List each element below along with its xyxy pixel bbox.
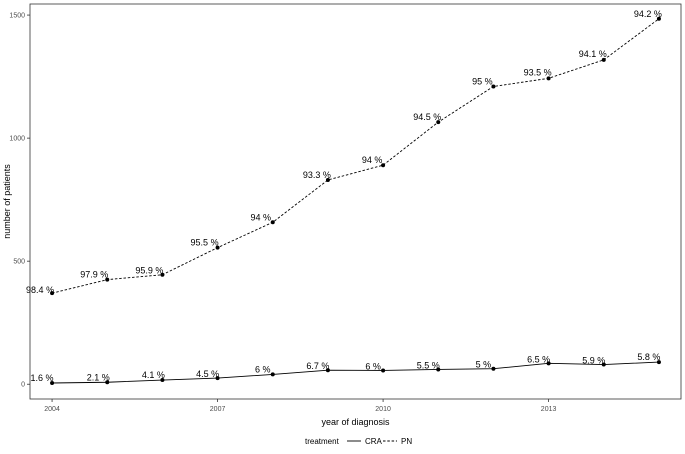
data-point-pn xyxy=(325,177,330,182)
data-point-cra xyxy=(160,378,165,383)
data-point-cra xyxy=(601,362,606,367)
data-point-pn xyxy=(50,291,55,296)
data-point-cra xyxy=(656,360,661,365)
data-point-pn xyxy=(601,57,606,62)
data-point-cra xyxy=(381,368,386,373)
y-tick-label: 1500 xyxy=(9,13,25,20)
data-label-pn: 97.9 % xyxy=(80,270,108,280)
data-point-cra xyxy=(546,361,551,366)
legend-title: treatment xyxy=(305,437,340,446)
data-point-pn xyxy=(270,220,275,225)
x-tick-label: 2010 xyxy=(375,406,391,413)
data-point-cra xyxy=(50,381,55,386)
data-label-pn: 93.5 % xyxy=(524,67,552,77)
data-label-pn: 98.4 % xyxy=(26,285,54,295)
y-tick-label: 0 xyxy=(21,382,25,389)
series-line-pn xyxy=(51,18,660,294)
data-label-pn: 94.5 % xyxy=(413,112,441,122)
data-label-pn: 93.3 % xyxy=(303,170,331,180)
data-label-cra: 5 % xyxy=(476,360,492,370)
y-tick-label: 500 xyxy=(13,259,25,266)
data-label-cra: 6.7 % xyxy=(306,361,329,371)
data-label-cra: 6 % xyxy=(255,364,271,374)
data-label-cra: 5.8 % xyxy=(637,352,660,362)
x-tick-label: 2004 xyxy=(44,406,60,413)
x-tick-label: 2013 xyxy=(541,406,557,413)
y-tick-label: 1000 xyxy=(9,136,25,143)
data-point-pn xyxy=(160,272,165,277)
data-label-cra: 1.6 % xyxy=(31,373,54,383)
legend-label-cra: CRA xyxy=(365,437,383,446)
data-point-pn xyxy=(381,163,386,168)
data-point-pn xyxy=(656,16,661,21)
data-point-pn xyxy=(105,277,110,282)
series-line-cra xyxy=(52,361,659,384)
data-label-pn: 94.1 % xyxy=(579,49,607,59)
data-label-cra: 6 % xyxy=(365,361,381,371)
data-label-pn: 95.5 % xyxy=(191,238,219,248)
data-label-cra: 6.5 % xyxy=(527,354,550,364)
data-label-pn: 94 % xyxy=(250,212,271,222)
data-label-cra: 2.1 % xyxy=(87,372,110,382)
data-point-cra xyxy=(325,368,330,373)
axes-layer: 2004 2007 2010 2013 0 500 1000 1500 year of diag… xyxy=(2,3,682,427)
point-labels-layer: 1.6 % 2.1 % 4.1 % 4.5 % 6 % 6.7 % 6 % 5.5 % 5 % 6… xyxy=(26,9,662,383)
data-point-cra xyxy=(215,376,220,381)
data-label-cra: 4.1 % xyxy=(142,370,165,380)
data-label-cra: 5.9 % xyxy=(582,356,605,366)
data-label-pn: 95 % xyxy=(472,76,493,86)
data-point-cra xyxy=(105,380,110,385)
series-layer xyxy=(50,16,661,386)
data-label-pn: 94 % xyxy=(362,155,383,165)
data-point-pn xyxy=(546,76,551,81)
data-point-cra xyxy=(491,366,496,371)
plot-panel-border xyxy=(29,3,682,400)
data-point-pn xyxy=(215,245,220,250)
y-axis-title: number of patients xyxy=(2,164,12,239)
data-label-pn: 95.9 % xyxy=(135,266,163,276)
data-label-cra: 5.5 % xyxy=(417,360,440,370)
data-point-cra xyxy=(270,372,275,377)
x-tick-label: 2007 xyxy=(210,406,226,413)
data-point-pn xyxy=(436,120,441,125)
x-axis-title: year of diagnosis xyxy=(321,417,390,427)
data-point-cra xyxy=(436,367,441,372)
data-point-pn xyxy=(491,84,496,89)
legend: treatment CRA PN xyxy=(305,437,412,446)
data-label-pn: 94.2 % xyxy=(634,9,662,19)
data-label-cra: 4.5 % xyxy=(196,369,219,379)
legend-label-pn: PN xyxy=(401,437,412,446)
